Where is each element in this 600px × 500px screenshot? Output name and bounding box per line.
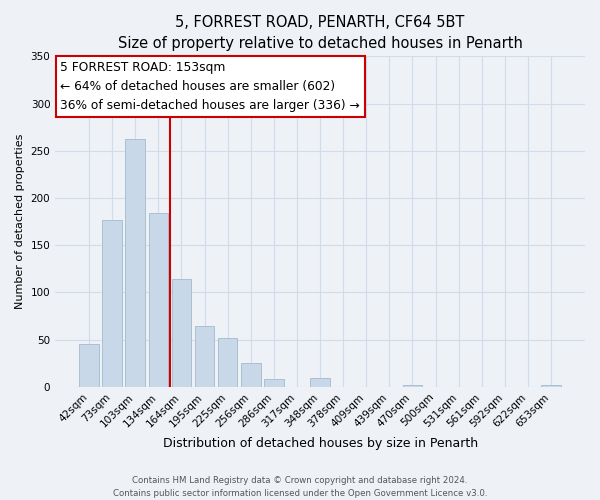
Bar (541, 385, 561, 387)
Bar (403, 385, 422, 387)
X-axis label: Distribution of detached houses by size in Penarth: Distribution of detached houses by size … (163, 437, 478, 450)
Bar (310, 378, 330, 387)
Bar (195, 326, 214, 387)
Text: Contains HM Land Registry data © Crown copyright and database right 2024.
Contai: Contains HM Land Registry data © Crown c… (113, 476, 487, 498)
Y-axis label: Number of detached properties: Number of detached properties (15, 134, 25, 310)
Bar (264, 380, 284, 387)
Bar (103, 220, 122, 387)
Bar (218, 338, 238, 387)
Bar (149, 213, 168, 387)
Bar (172, 280, 191, 387)
Text: 5 FORREST ROAD: 153sqm
← 64% of detached houses are smaller (602)
36% of semi-de: 5 FORREST ROAD: 153sqm ← 64% of detached… (61, 62, 360, 112)
Bar (241, 364, 260, 387)
Bar (79, 344, 99, 387)
Title: 5, FORREST ROAD, PENARTH, CF64 5BT
Size of property relative to detached houses : 5, FORREST ROAD, PENARTH, CF64 5BT Size … (118, 15, 523, 51)
Bar (125, 140, 145, 387)
